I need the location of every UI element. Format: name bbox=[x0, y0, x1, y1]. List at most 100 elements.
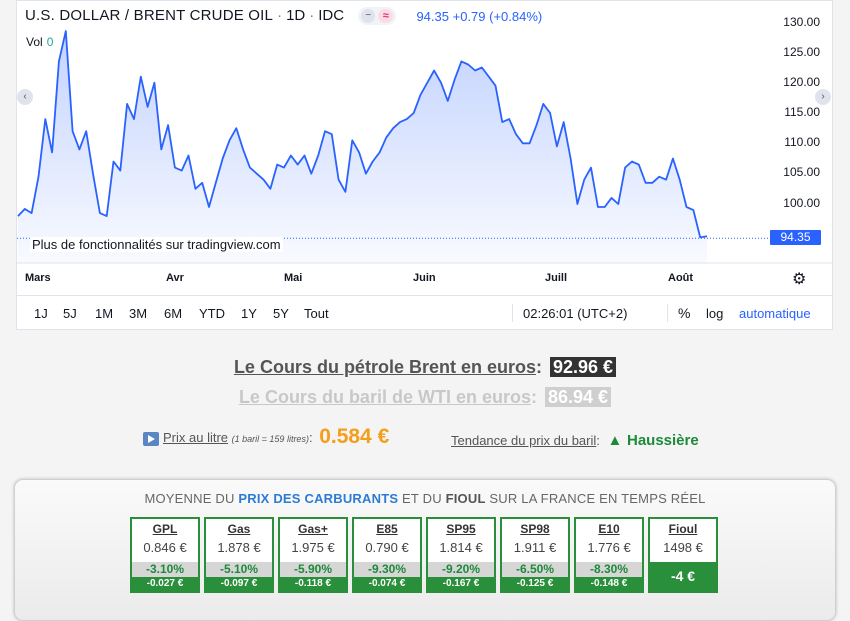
fuel-prices-panel: MOYENNE DU PRIX DES CARBURANTS ET DU FIO… bbox=[14, 479, 836, 621]
y-tick: 120.00 bbox=[783, 75, 820, 89]
fuel-abs-change: -0.148 € bbox=[576, 577, 642, 591]
wave-icon: ≈ bbox=[378, 9, 394, 24]
fuel-pct-change: -6.50% bbox=[502, 562, 568, 577]
range-button-1m[interactable]: 1M bbox=[95, 306, 114, 321]
fuel-pct-change: -5.10% bbox=[206, 562, 272, 577]
price-series-line bbox=[17, 30, 708, 239]
scroll-left-icon[interactable]: ‹ bbox=[17, 89, 33, 105]
fuel-price: 0.846 € bbox=[143, 540, 187, 555]
percent-scale-button[interactable]: % bbox=[678, 305, 691, 321]
volume-label: Vol 0 bbox=[26, 35, 54, 49]
trend-indicator: Tendance du prix du baril: ▲ Haussière bbox=[451, 432, 699, 449]
fuel-name[interactable]: SP98 bbox=[520, 522, 550, 536]
fuel-abs-change: -0.097 € bbox=[206, 577, 272, 591]
fuel-price: 1.878 € bbox=[217, 540, 261, 555]
liter-note: (1 baril = 159 litres) bbox=[231, 434, 309, 444]
trend-up-icon: ▲ bbox=[607, 432, 623, 449]
fuel-card-sp98[interactable]: SP98 1.911 € -6.50% -0.125 € bbox=[500, 517, 570, 593]
fuel-card-gpl[interactable]: GPL 0.846 € -3.10% -0.027 € bbox=[130, 517, 200, 593]
chart-header: U.S. DOLLAR / BRENT CRUDE OIL · 1D · IDC − ≈ … bbox=[25, 7, 543, 26]
range-button-3m[interactable]: 3M bbox=[129, 306, 148, 321]
fuel-abs-change: -0.125 € bbox=[502, 577, 568, 591]
fuel-price: 1.911 € bbox=[513, 540, 557, 555]
fuel-name[interactable]: SP95 bbox=[446, 522, 476, 536]
price-area-fill bbox=[18, 31, 707, 263]
tradingview-widget: U.S. DOLLAR / BRENT CRUDE OIL · 1D · IDC − ≈ … bbox=[16, 0, 833, 330]
fuel-abs-change: -0.167 € bbox=[428, 577, 494, 591]
fuel-card-gas-plus[interactable]: Gas+ 1.975 € -5.90% -0.118 € bbox=[278, 517, 348, 593]
scroll-right-icon[interactable]: › bbox=[815, 89, 831, 105]
range-button-5j[interactable]: 5J bbox=[63, 306, 77, 321]
minus-icon: − bbox=[361, 9, 376, 24]
fuel-abs-change: -0.118 € bbox=[280, 577, 346, 591]
fuel-pct-change: -3.10% bbox=[132, 562, 198, 577]
trend-value: Haussière bbox=[626, 432, 699, 449]
range-button-5y[interactable]: 5Y bbox=[273, 306, 289, 321]
last-price: 94.35 +0.79 (+0.84%) bbox=[416, 8, 543, 24]
exchange-label: IDC bbox=[318, 7, 345, 24]
range-button-ytd[interactable]: YTD bbox=[199, 306, 225, 321]
y-tick: 125.00 bbox=[783, 45, 820, 59]
x-tick: Mai bbox=[284, 272, 303, 284]
fuel-card-e85[interactable]: E85 0.790 € -9.30% -0.074 € bbox=[352, 517, 422, 593]
play-icon[interactable] bbox=[143, 431, 159, 446]
fuel-name[interactable]: E10 bbox=[598, 522, 620, 536]
fuel-pct-change: -9.30% bbox=[354, 562, 420, 577]
wti-label[interactable]: Le Cours du baril de WTI en euros bbox=[238, 387, 531, 407]
y-tick: 110.00 bbox=[784, 135, 820, 149]
toolbar-divider bbox=[667, 304, 668, 322]
range-button-all[interactable]: Tout bbox=[304, 306, 329, 321]
range-button-1j[interactable]: 1J bbox=[34, 306, 48, 321]
fuel-pct-change: -9.20% bbox=[428, 562, 494, 577]
x-tick: Juill bbox=[545, 272, 568, 284]
auto-scale-button[interactable]: automatique bbox=[739, 306, 811, 321]
fuel-name[interactable]: Fioul bbox=[668, 522, 698, 536]
clock-timezone[interactable]: 02:26:01 (UTC+2) bbox=[523, 306, 628, 321]
fuel-card-fioul[interactable]: Fioul 1498 € -4 € bbox=[648, 517, 718, 593]
x-tick: Juin bbox=[413, 272, 436, 284]
brent-price-line: Le Cours du pétrole Brent en euros: 92.9… bbox=[0, 357, 850, 378]
fuel-abs-change: -0.074 € bbox=[354, 577, 420, 591]
liter-price: Prix au litre (1 baril = 159 litres): 0.… bbox=[143, 425, 389, 449]
trend-label[interactable]: Tendance du prix du baril bbox=[451, 433, 597, 448]
fuel-card-sp95[interactable]: SP95 1.814 € -9.20% -0.167 € bbox=[426, 517, 496, 593]
fuel-name[interactable]: E85 bbox=[376, 522, 398, 536]
x-tick: Mars bbox=[25, 272, 51, 284]
y-tick: 100.00 bbox=[783, 196, 820, 210]
range-toolbar: 1J 5J 1M 3M 6M YTD 1Y 5Y Tout 02:26:01 (… bbox=[17, 295, 832, 330]
y-tick: 105.00 bbox=[783, 165, 820, 179]
price-change: +0.79 (+0.84%) bbox=[452, 8, 543, 24]
range-button-6m[interactable]: 6M bbox=[164, 306, 183, 321]
y-tick: 130.00 bbox=[783, 15, 820, 29]
gear-icon[interactable]: ⚙ bbox=[792, 271, 807, 288]
price-chart[interactable] bbox=[17, 1, 832, 271]
wti-value: 86.94 € bbox=[544, 387, 612, 407]
fuel-card-gas[interactable]: Gas 1.878 € -5.10% -0.097 € bbox=[204, 517, 274, 593]
liter-value: 0.584 € bbox=[319, 425, 390, 448]
y-tick: 115.00 bbox=[784, 105, 820, 119]
fuel-card-e10[interactable]: E10 1.776 € -8.30% -0.148 € bbox=[574, 517, 644, 593]
fuel-price: 1.975 € bbox=[291, 540, 335, 555]
liter-label[interactable]: Prix au litre bbox=[163, 430, 229, 445]
x-tick: Août bbox=[668, 272, 694, 284]
chart-type-toggle[interactable]: − ≈ bbox=[358, 7, 397, 26]
log-scale-button[interactable]: log bbox=[706, 306, 724, 321]
fuel-abs-change: -4 € bbox=[650, 562, 716, 591]
fuel-price: 0.790 € bbox=[365, 540, 409, 555]
brent-label[interactable]: Le Cours du pétrole Brent en euros bbox=[233, 357, 536, 377]
fuel-name[interactable]: GPL bbox=[152, 522, 178, 536]
last-price-badge: 94.35 bbox=[770, 230, 821, 245]
fuel-name[interactable]: Gas+ bbox=[298, 522, 328, 536]
fuel-price: 1498 € bbox=[663, 540, 703, 555]
fuel-name[interactable]: Gas bbox=[227, 522, 251, 536]
fuel-pct-change: -5.90% bbox=[280, 562, 346, 577]
tradingview-promo-link[interactable]: Plus de fonctionnalités sur tradingview.… bbox=[30, 237, 283, 252]
interval-label[interactable]: 1D bbox=[286, 7, 306, 24]
wti-price-line: Le Cours du baril de WTI en euros: 86.94… bbox=[0, 387, 850, 408]
fuel-price: 1.776 € bbox=[587, 540, 631, 555]
fuel-pct-change: -8.30% bbox=[576, 562, 642, 577]
range-button-1y[interactable]: 1Y bbox=[241, 306, 257, 321]
brent-value: 92.96 € bbox=[549, 357, 617, 377]
toolbar-divider bbox=[512, 304, 513, 322]
symbol-title: U.S. DOLLAR / BRENT CRUDE OIL bbox=[25, 7, 274, 24]
